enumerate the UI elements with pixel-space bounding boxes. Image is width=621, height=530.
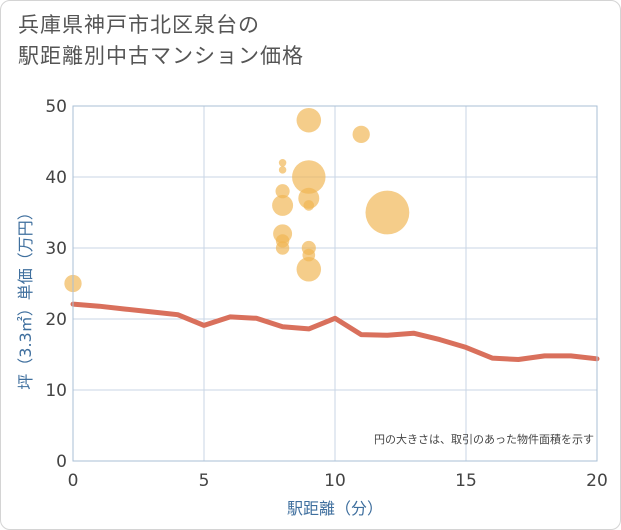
grid-lines [72, 105, 598, 462]
data-point [275, 184, 290, 199]
y-tick-label: 50 [45, 97, 67, 117]
data-point [302, 248, 316, 262]
chart-title-line-2: 駅距離別中古マンション価格 [18, 44, 304, 68]
y-axis-label: 坪（3.3㎡）単価（万円） [16, 204, 35, 389]
average-price-line [70, 301, 600, 362]
data-point [275, 241, 290, 255]
y-tick-label: 20 [45, 310, 67, 330]
y-tick-label: 30 [45, 239, 67, 259]
x-tick-label: 5 [199, 471, 210, 491]
x-axis-label: 駅距離（分） [287, 499, 383, 518]
x-tick-labels: 0 5 10 15 20 [68, 471, 608, 491]
data-point [352, 125, 370, 144]
plot-frame [72, 105, 598, 462]
chart-title: 兵庫県神戸市北区泉台の 駅距離別中古マンション価格 [18, 10, 304, 72]
data-point [365, 190, 410, 235]
x-tick-label: 15 [455, 471, 477, 491]
plot-border [72, 105, 598, 462]
y-tick-label: 40 [45, 168, 67, 188]
data-point [278, 166, 287, 174]
chart-note: 円の大きさは、取引のあった物件面積を示す [374, 432, 594, 446]
x-tick-label: 20 [586, 471, 608, 491]
y-tick-labels: 0 10 20 30 40 50 [45, 97, 67, 472]
data-point [303, 200, 315, 211]
x-tick-label: 10 [324, 471, 346, 491]
data-point [278, 159, 287, 167]
y-tick-label: 10 [45, 381, 67, 401]
x-tick-label: 0 [68, 471, 79, 491]
chart-title-line-1: 兵庫県神戸市北区泉台の [18, 13, 260, 37]
data-point [296, 257, 322, 282]
average-line-series [70, 301, 600, 362]
data-point [272, 194, 294, 216]
data-point [292, 160, 326, 194]
data-point [298, 187, 320, 209]
bubble-series [64, 107, 410, 293]
data-point [296, 107, 322, 133]
y-tick-label: 0 [56, 452, 67, 472]
